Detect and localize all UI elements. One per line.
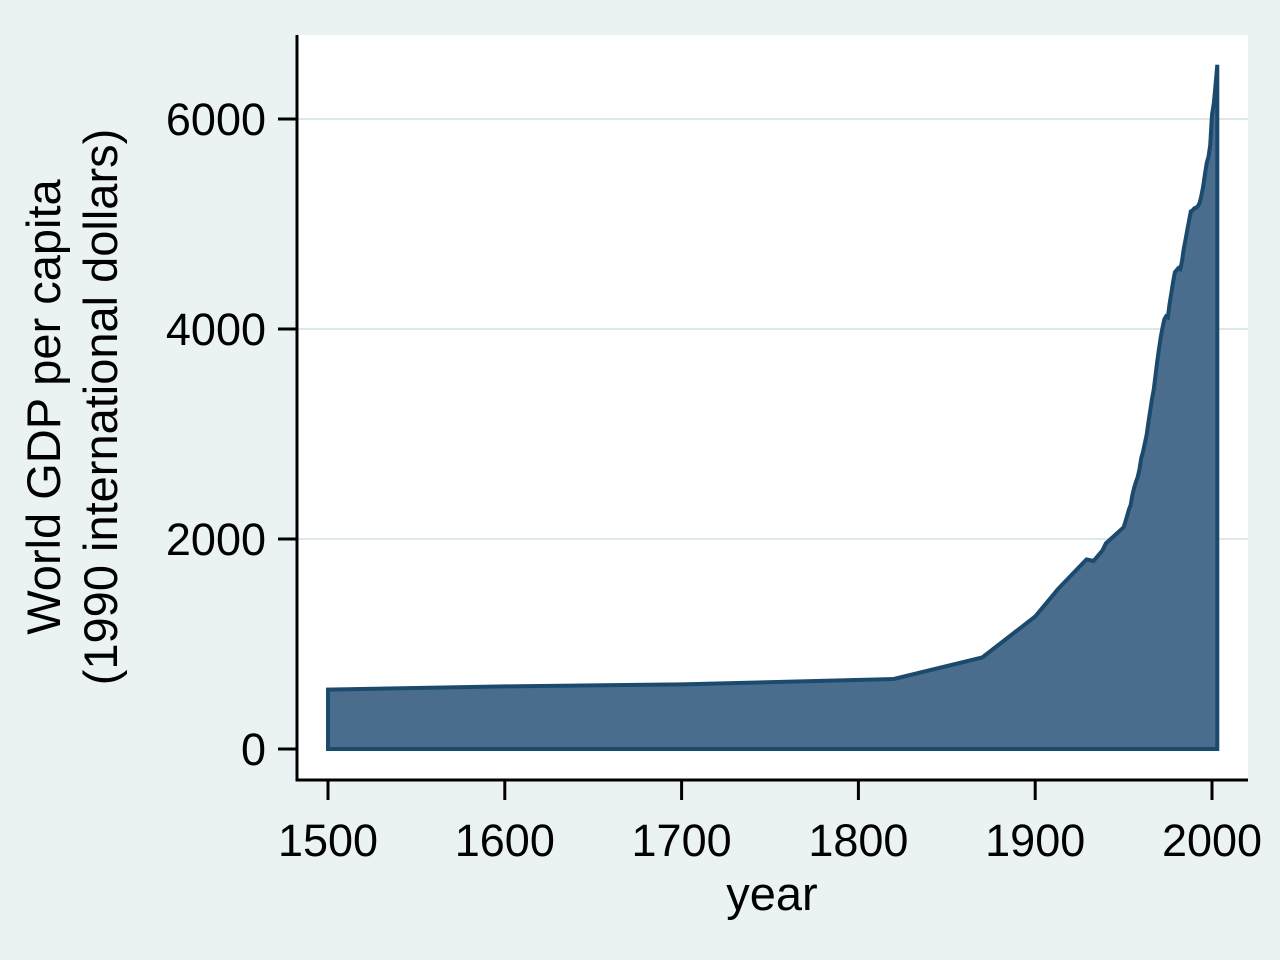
- y-axis-tick-labels: 0 2000 4000 6000: [166, 94, 266, 775]
- y-tick-label-6000: 6000: [166, 94, 266, 145]
- x-tick-label-1800: 1800: [808, 815, 908, 866]
- x-tick-label-1600: 1600: [455, 815, 555, 866]
- x-tick-label-1500: 1500: [278, 815, 378, 866]
- x-axis-ticks: [326, 781, 1214, 800]
- y-axis-title-line2: (1990 international dollars): [74, 129, 127, 686]
- x-tick-label-2000: 2000: [1162, 815, 1262, 866]
- x-tick-label-1900: 1900: [985, 815, 1085, 866]
- x-tick-label-1700: 1700: [632, 815, 732, 866]
- y-tick-label-0: 0: [241, 724, 266, 775]
- y-tick-label-4000: 4000: [166, 304, 266, 355]
- gridlines: [298, 118, 1248, 540]
- x-axis-title: year: [726, 867, 817, 920]
- gdp-area-series: [326, 64, 1220, 751]
- y-tick-label-2000: 2000: [166, 514, 266, 565]
- x-axis-tick-labels: 1500 1600 1700 1800 1900 2000: [278, 815, 1262, 866]
- y-axis-ticks: [278, 117, 296, 751]
- y-axis-title-line1: World GDP per capita: [17, 178, 70, 634]
